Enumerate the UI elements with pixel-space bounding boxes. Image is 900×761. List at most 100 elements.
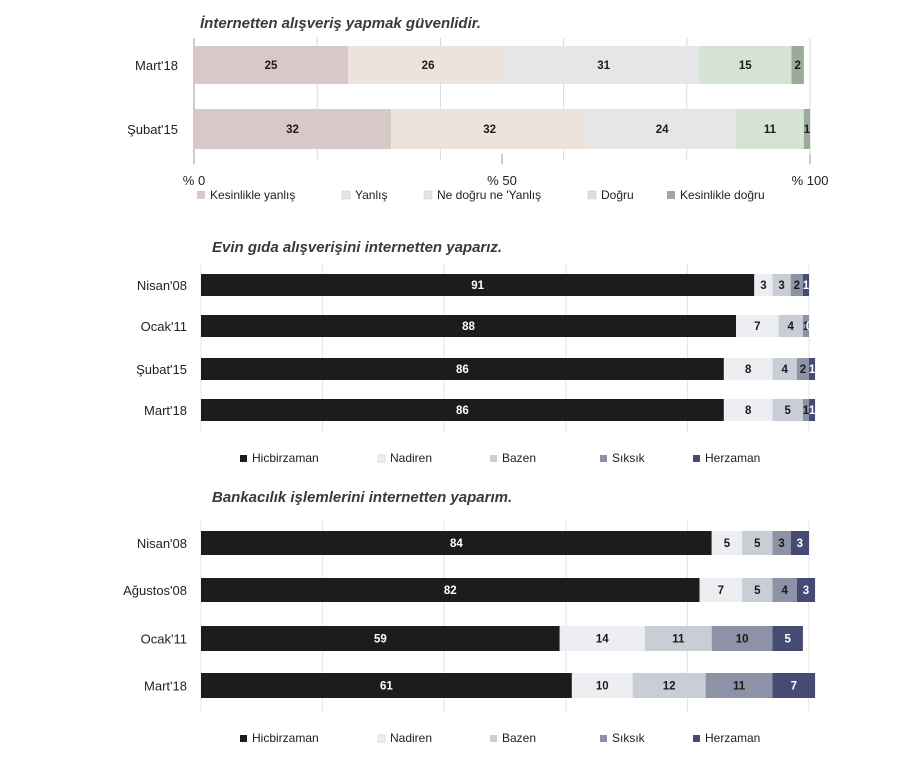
data-label: 1 bbox=[809, 405, 816, 417]
legend-label: Herzaman bbox=[705, 731, 760, 745]
bar-segment bbox=[705, 673, 773, 698]
bar-segment bbox=[508, 46, 700, 84]
category-label: Mart'18 bbox=[144, 679, 187, 694]
category-label: Şubat'15 bbox=[127, 122, 178, 137]
legend-label: Nadiren bbox=[390, 451, 432, 465]
bar-segment bbox=[809, 399, 816, 421]
bar-segment bbox=[711, 626, 773, 651]
data-label: 24 bbox=[656, 124, 669, 136]
bar-segment bbox=[201, 315, 737, 337]
bar-segment bbox=[711, 531, 743, 555]
bar-segment bbox=[723, 358, 773, 380]
data-label: 11 bbox=[733, 681, 746, 693]
data-label: 91 bbox=[471, 280, 484, 292]
data-label: 8 bbox=[745, 364, 752, 376]
bar-segment bbox=[194, 46, 348, 84]
data-label: 88 bbox=[462, 321, 475, 333]
legend-swatch bbox=[587, 190, 597, 200]
bar-segment bbox=[772, 274, 791, 296]
bar-segment bbox=[391, 109, 589, 149]
bar-segment bbox=[742, 531, 773, 555]
legend-swatch bbox=[423, 190, 433, 200]
x-tick-label: % 100 bbox=[792, 173, 829, 188]
data-label: 3 bbox=[797, 538, 803, 550]
bar-segment bbox=[559, 626, 645, 651]
legend-swatch bbox=[693, 735, 700, 742]
legend-swatch bbox=[490, 735, 497, 742]
data-label: 15 bbox=[739, 60, 752, 72]
data-label: 26 bbox=[422, 60, 435, 72]
data-label: 61 bbox=[380, 681, 393, 693]
legend-swatch bbox=[600, 735, 607, 742]
legend-swatch bbox=[240, 455, 247, 462]
bar-segment bbox=[742, 578, 773, 602]
bar-segment bbox=[571, 673, 633, 698]
data-label: 86 bbox=[456, 364, 469, 376]
bar-segment bbox=[772, 578, 797, 602]
bar-segment bbox=[632, 673, 706, 698]
legend-swatch bbox=[377, 734, 386, 743]
legend-label: Herzaman bbox=[705, 451, 760, 465]
data-label: 4 bbox=[788, 321, 795, 333]
legend-swatch bbox=[667, 191, 675, 199]
category-label: Şubat'15 bbox=[136, 362, 187, 377]
bar-segment bbox=[194, 109, 392, 149]
bar-segment bbox=[790, 274, 803, 296]
data-label: 32 bbox=[286, 124, 299, 136]
legend-label: Hicbirzaman bbox=[252, 731, 319, 745]
bar-segment bbox=[791, 46, 804, 84]
legend-label: Nadiren bbox=[390, 731, 432, 745]
data-label: 2 bbox=[800, 364, 806, 376]
data-label: 1 bbox=[804, 124, 811, 136]
bar-segment bbox=[802, 274, 809, 296]
data-label: 11 bbox=[764, 124, 777, 136]
bar-segment bbox=[803, 109, 810, 149]
data-label: 11 bbox=[672, 634, 685, 646]
bar-segment bbox=[809, 358, 816, 380]
data-label: 7 bbox=[754, 321, 760, 333]
bar-segment bbox=[736, 109, 804, 149]
data-label: 8 bbox=[745, 405, 752, 417]
legend-label: Sıksık bbox=[612, 451, 646, 465]
data-label: 2 bbox=[794, 60, 800, 72]
bar-segment bbox=[201, 531, 712, 555]
bar-segment bbox=[201, 673, 572, 698]
category-label: Mart'18 bbox=[135, 58, 178, 73]
chart-title: Evin gıda alışverişini internetten yapar… bbox=[212, 239, 502, 256]
bar-segment bbox=[802, 315, 809, 337]
data-label: 25 bbox=[265, 60, 278, 72]
legend-swatch bbox=[341, 190, 351, 200]
data-label: 82 bbox=[444, 585, 457, 597]
chart-panel-1: İnternetten alışveriş yapmak güvenlidir.… bbox=[127, 15, 828, 202]
bar-segment bbox=[201, 274, 755, 296]
bar-segment bbox=[796, 578, 816, 602]
data-label: 0 bbox=[806, 321, 812, 333]
bar-segment bbox=[772, 531, 791, 555]
bar-segment bbox=[699, 46, 792, 84]
chart-panel-3: Bankacılık işlemlerini internetten yapar… bbox=[123, 489, 816, 745]
legend-label: Bazen bbox=[502, 731, 536, 745]
category-label: Ocak'11 bbox=[141, 319, 187, 334]
category-label: Ocak'11 bbox=[141, 632, 187, 647]
legend-label: Ne doğru ne 'Yanlış bbox=[437, 188, 541, 202]
data-label: 4 bbox=[781, 585, 788, 597]
category-label: Nisan'08 bbox=[137, 536, 187, 551]
data-label: 84 bbox=[450, 538, 463, 550]
bar-segment bbox=[772, 673, 816, 698]
bar-segment bbox=[790, 531, 809, 555]
legend-label: Bazen bbox=[502, 451, 536, 465]
legend-swatch bbox=[693, 455, 700, 462]
bar-segment bbox=[778, 315, 803, 337]
legend-label: Kesinlikle yanlış bbox=[210, 188, 295, 202]
legend-label: Sıksık bbox=[612, 731, 646, 745]
data-label: 3 bbox=[803, 585, 809, 597]
data-label: 10 bbox=[736, 634, 749, 646]
bar-segment bbox=[736, 315, 779, 337]
data-label: 5 bbox=[785, 405, 792, 417]
x-tick-label: % 0 bbox=[183, 173, 205, 188]
bar-segment bbox=[802, 399, 809, 421]
x-tick-label: % 50 bbox=[487, 173, 517, 188]
category-label: Nisan'08 bbox=[137, 278, 187, 293]
data-label: 10 bbox=[596, 681, 609, 693]
bar-segment bbox=[348, 46, 509, 84]
